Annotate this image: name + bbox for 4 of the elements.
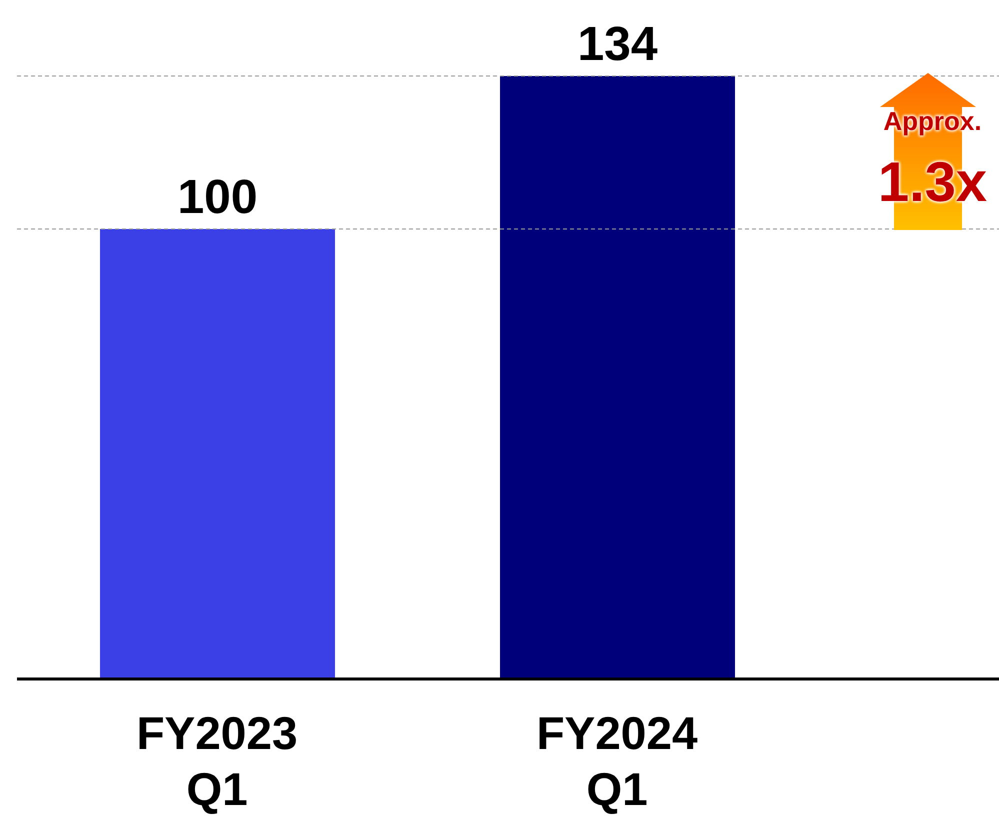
- data-label: 100: [177, 171, 258, 224]
- x-tick-label: FY2023 Q1: [136, 707, 298, 815]
- data-label: 134: [577, 18, 658, 71]
- x-tick-label: FY2024 Q1: [536, 707, 698, 815]
